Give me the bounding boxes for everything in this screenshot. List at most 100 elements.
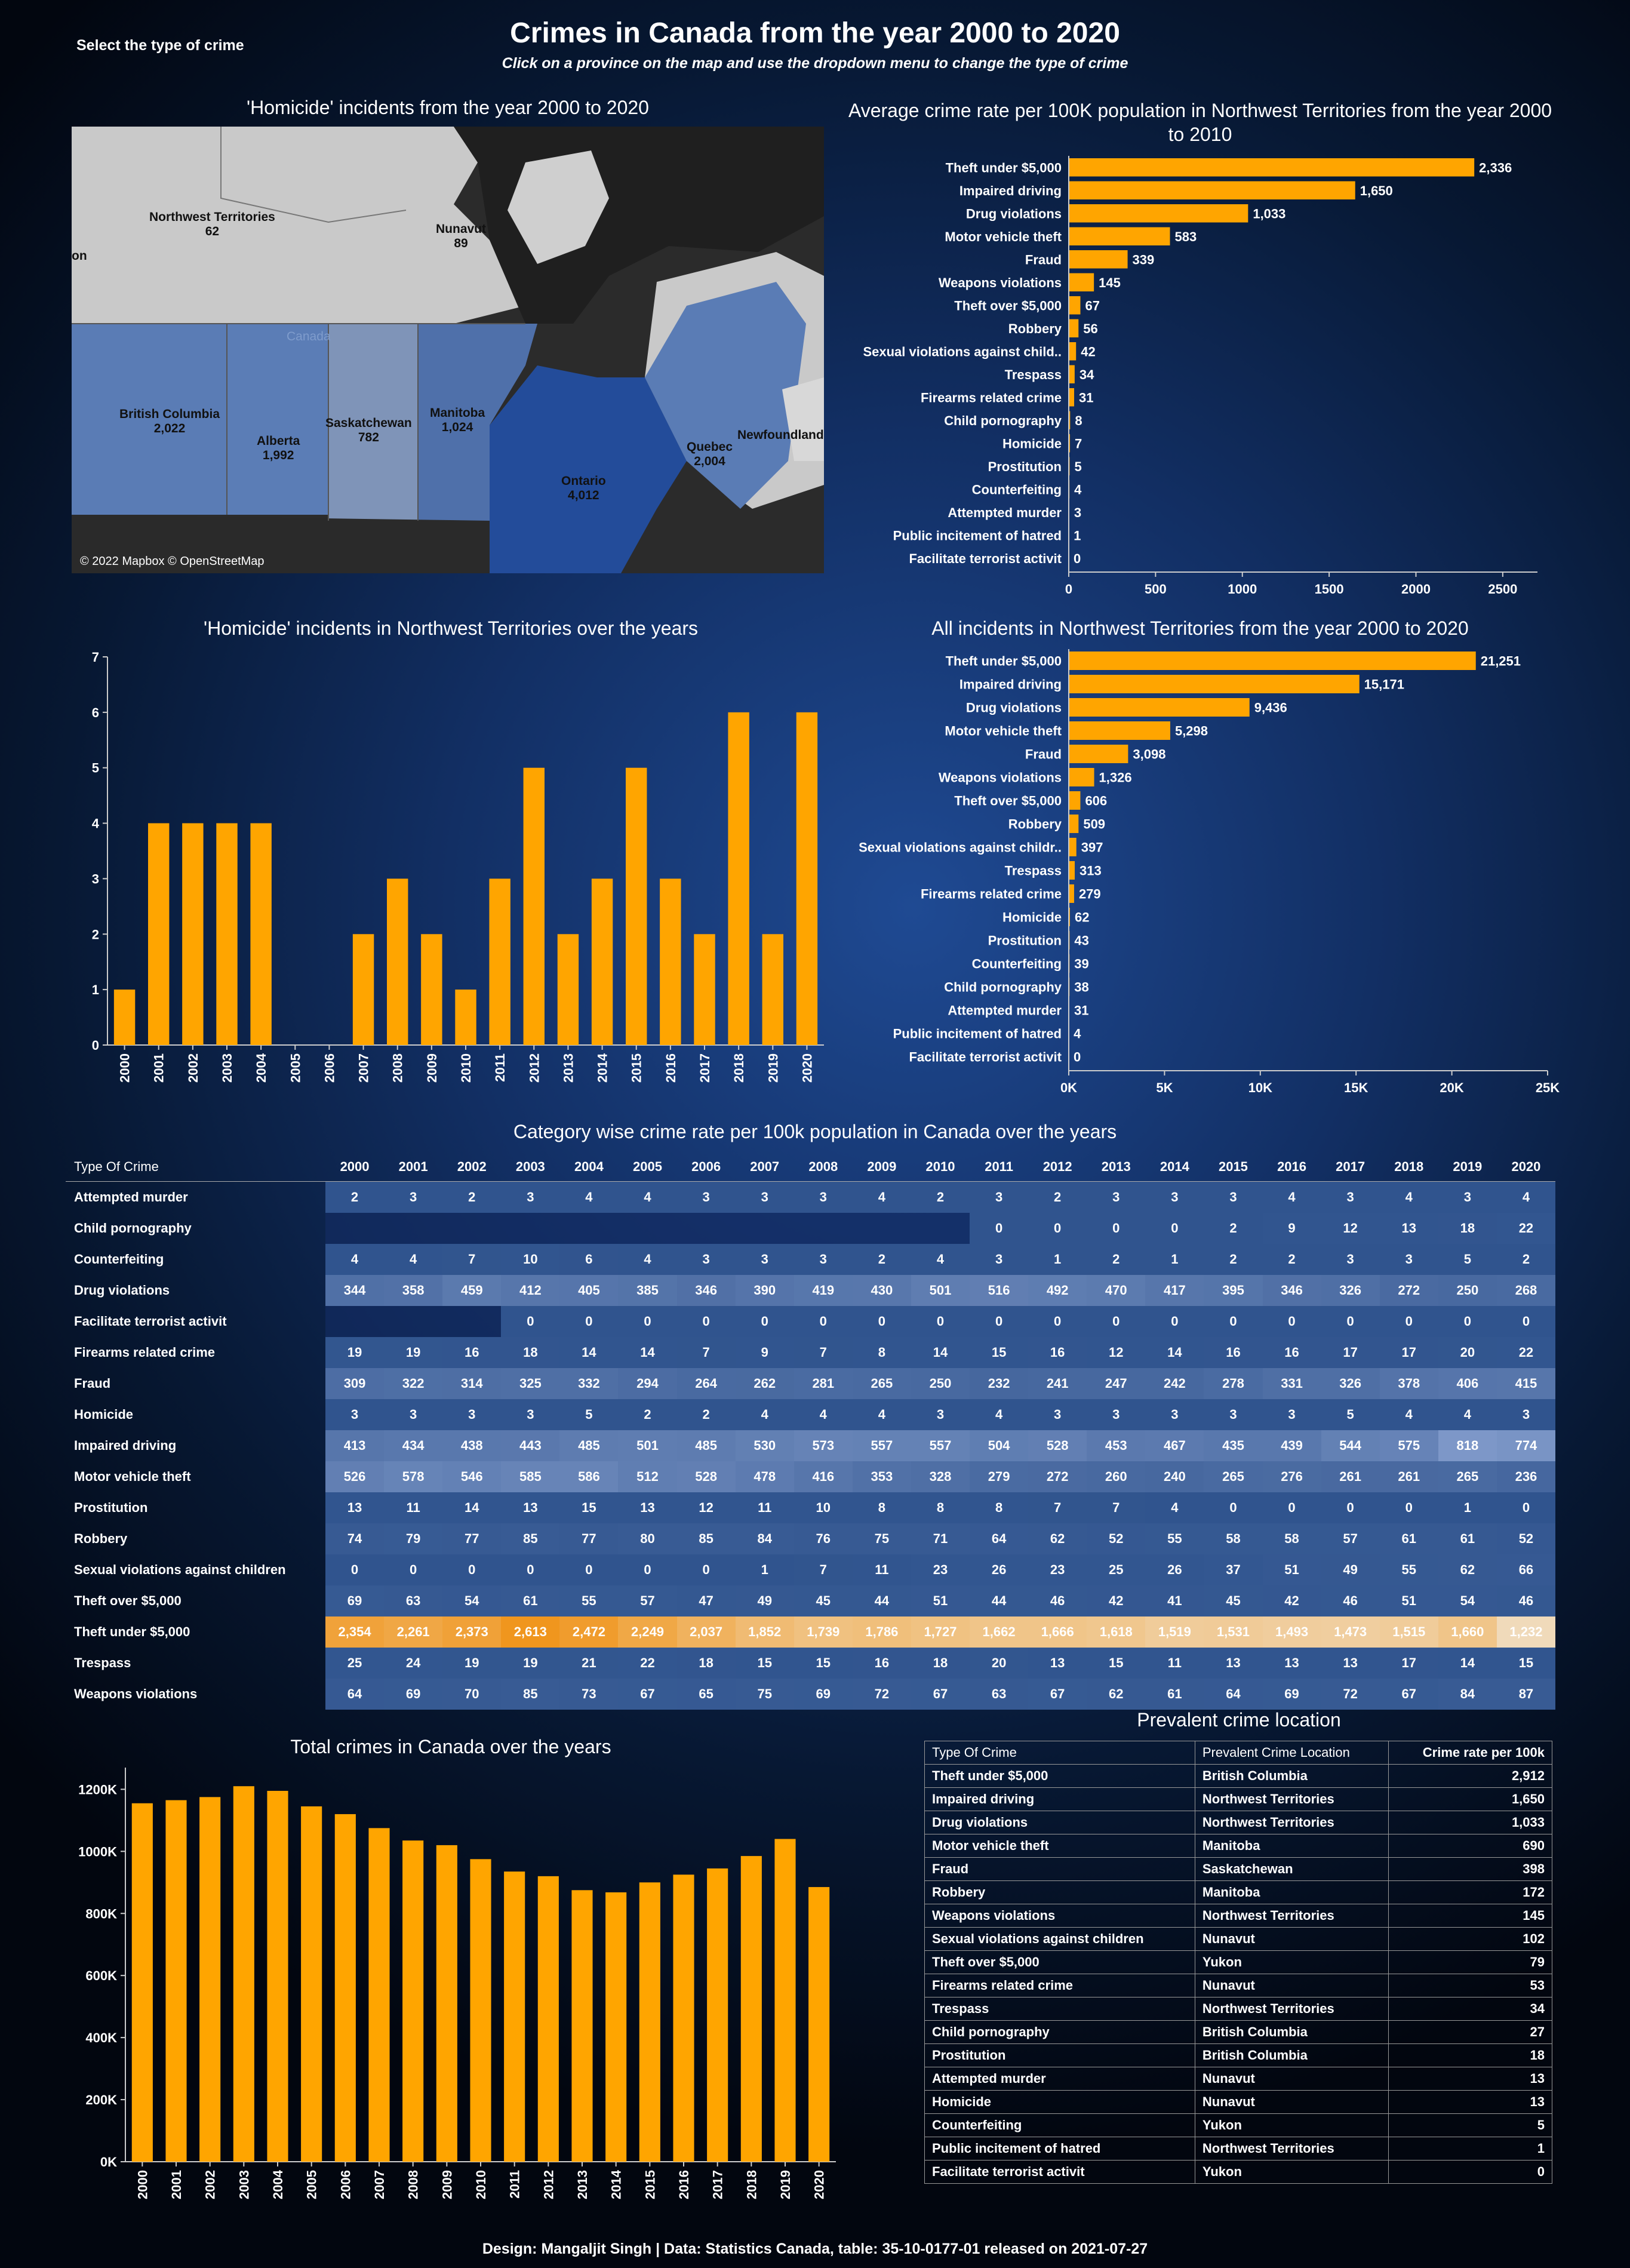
heatmap-cell: 11 <box>384 1492 443 1523</box>
heatmap-cell: 42 <box>1262 1585 1321 1617</box>
bar <box>489 878 510 1045</box>
heatmap-cell: 4 <box>911 1244 970 1275</box>
category-label: Robbery <box>1008 817 1062 832</box>
heatmap-cell: 4 <box>618 1244 677 1275</box>
bar <box>1069 411 1071 429</box>
heatmap-row-label: Homicide <box>74 1407 134 1422</box>
province-map[interactable]: Canada Northwest Territories 62 Nunavut 89… <box>72 127 824 573</box>
data-label: 7 <box>1075 436 1082 451</box>
heatmap-cell: 51 <box>1379 1585 1438 1617</box>
category-label: Theft under $5,000 <box>946 160 1062 175</box>
prevalent-cell: 34 <box>1388 1997 1552 2021</box>
total-crimes-chart-title: Total crimes in Canada over the years <box>290 1736 611 1757</box>
heatmap-row-label: Child pornography <box>74 1221 192 1236</box>
data-label: 5 <box>1074 459 1081 474</box>
category-label: Impaired driving <box>959 677 1062 692</box>
heatmap-cell: 58 <box>1262 1523 1321 1554</box>
heatmap-cell: 0 <box>1438 1306 1497 1337</box>
heatmap-cell: 528 <box>676 1461 736 1492</box>
heatmap-cell: 516 <box>970 1275 1029 1306</box>
heatmap-row-label: Robbery <box>74 1531 128 1546</box>
heatmap-cell: 573 <box>794 1430 853 1461</box>
heatmap-cell: 0 <box>1262 1306 1321 1337</box>
heatmap-cell: 4 <box>1438 1399 1497 1430</box>
prevalent-row: Public incitement of hatred Northwest Ter… <box>924 2137 1552 2161</box>
bar <box>1069 838 1077 856</box>
x-tick-label: 2013 <box>561 1053 576 1083</box>
x-tick-label: 20K <box>1440 1080 1463 1095</box>
heatmap-cell: 3 <box>1087 1181 1146 1213</box>
category-label: Sexual violations against child.. <box>863 344 1062 359</box>
prevalent-cell: Sexual violations against children <box>924 1927 1195 1951</box>
map-label-quebec[interactable]: Quebec 2,004 <box>687 440 733 468</box>
prevalent-table-title: Prevalent crime location <box>1137 1709 1341 1731</box>
heatmap-cell: 72 <box>1321 1679 1380 1710</box>
heatmap-cell: 16 <box>442 1337 502 1368</box>
prevalent-cell: British Columbia <box>1194 2043 1389 2067</box>
heatmap-row-label: Facilitate terrorist activit <box>74 1314 227 1329</box>
map-label-newfoundland[interactable]: Newfoundland <box>737 428 824 442</box>
heatmap-cell: 3 <box>794 1244 853 1275</box>
bar <box>774 1839 796 2162</box>
bar <box>352 934 374 1045</box>
crime-type-selector-label[interactable]: Select the type of crime <box>76 37 244 54</box>
prevalent-cell: 1,650 <box>1388 1787 1552 1811</box>
heatmap-cell: 250 <box>911 1368 970 1399</box>
heatmap-row: Trespass 25 24 19 19 21 22 18 15 15 16 18 20 13 15 11 13… <box>66 1648 1555 1679</box>
heatmap-cell: 242 <box>1145 1368 1204 1399</box>
x-tick-label: 2000 <box>118 1053 133 1083</box>
map-label-manitoba[interactable]: Manitoba 1,024 <box>430 406 485 434</box>
heatmap-year-header: 2017 <box>1321 1153 1380 1182</box>
bar <box>639 1882 660 2162</box>
heatmap-cell: 2 <box>676 1399 736 1430</box>
map-label-alberta[interactable]: Alberta 1,992 <box>257 434 300 462</box>
heatmap-cell: 74 <box>325 1523 385 1554</box>
heatmap-cell <box>794 1213 853 1244</box>
heatmap-cell: 405 <box>559 1275 619 1306</box>
map-label-ontario[interactable]: Ontario 4,012 <box>561 474 606 502</box>
heatmap-cell: 346 <box>676 1275 736 1306</box>
x-tick-label: 2020 <box>812 2170 827 2199</box>
ontario-shape <box>490 365 687 573</box>
x-tick-label: 2009 <box>439 2170 454 2199</box>
map-label-nunavut[interactable]: Nunavut 89 <box>436 222 486 250</box>
heatmap-cell: 328 <box>911 1461 970 1492</box>
prevalent-cell: 1,033 <box>1388 1811 1552 1834</box>
heatmap-cell: 54 <box>1438 1585 1497 1617</box>
x-tick-label: 2017 <box>711 2170 725 2199</box>
heatmap-cell: 0 <box>1087 1306 1146 1337</box>
heatmap-cell: 0 <box>1262 1492 1321 1523</box>
bar <box>1069 158 1475 177</box>
heatmap-cell: 76 <box>794 1523 853 1554</box>
heatmap-cell: 358 <box>384 1275 443 1306</box>
category-label: Motor vehicle theft <box>945 229 1062 244</box>
heatmap-cell: 294 <box>618 1368 677 1399</box>
category-label: Trespass <box>1005 863 1062 878</box>
heatmap-cell: 0 <box>1204 1306 1263 1337</box>
bar <box>1069 815 1079 833</box>
data-label: 2,336 <box>1479 160 1512 175</box>
heatmap-cell: 0 <box>618 1306 677 1337</box>
category-label: Theft over $5,000 <box>954 794 1062 809</box>
heatmap-cell: 2,249 <box>618 1617 677 1648</box>
map-label-saskatchewan[interactable]: Saskatchewan 782 <box>325 416 412 444</box>
y-tick-label: 1200K <box>78 1782 117 1797</box>
heatmap-cell: 26 <box>970 1554 1029 1585</box>
bar <box>571 1890 593 2162</box>
heatmap-year-header: 2000 <box>325 1153 385 1182</box>
heatmap-cell: 279 <box>970 1461 1029 1492</box>
bar <box>387 878 408 1045</box>
heatmap-cell: 17 <box>1321 1337 1380 1368</box>
category-label: Fraud <box>1025 252 1062 267</box>
heatmap-cell: 7 <box>1028 1492 1087 1523</box>
bar <box>1069 884 1074 903</box>
heatmap-cell: 2 <box>911 1181 970 1213</box>
map-label-nwt[interactable]: Northwest Territories 62 <box>149 210 275 238</box>
heatmap-year-header: 2014 <box>1145 1153 1204 1182</box>
map-label-bc[interactable]: British Columbia 2,022 <box>119 407 220 435</box>
heatmap-cell: 240 <box>1145 1461 1204 1492</box>
homicide-years-chart-title: 'Homicide' incidents in Northwest Territ… <box>204 617 698 639</box>
x-tick-label: 2016 <box>663 1053 678 1083</box>
heatmap-cell: 69 <box>1262 1679 1321 1710</box>
heatmap-row-label: Motor vehicle theft <box>74 1469 191 1484</box>
